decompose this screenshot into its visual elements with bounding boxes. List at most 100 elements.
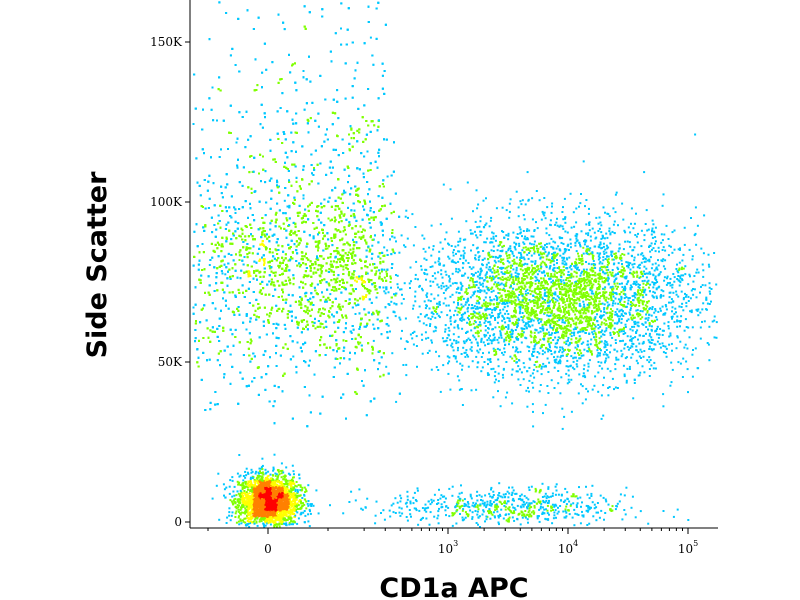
event-dot: [251, 490, 254, 493]
event-dot: [268, 490, 271, 493]
event-dot: [254, 517, 257, 520]
event-dot: [294, 503, 297, 506]
event-dot: [236, 480, 239, 483]
event-dot: [292, 523, 294, 526]
event-dot: [271, 517, 274, 520]
event-dot: [269, 493, 272, 496]
event-dot: [244, 470, 247, 473]
event-dot: [305, 490, 308, 493]
event-dot: [235, 507, 238, 510]
event-dot: [260, 515, 263, 518]
event-dot: [251, 500, 254, 503]
event-dot: [280, 476, 283, 479]
event-dot: [239, 502, 242, 505]
event-dot: [228, 507, 231, 510]
event-dot: [262, 518, 265, 521]
event-dot: [305, 500, 308, 503]
event-dot: [293, 520, 296, 523]
event-dot: [269, 516, 272, 519]
event-dot: [284, 479, 287, 482]
event-dot: [256, 517, 259, 520]
event-dot: [254, 515, 257, 518]
event-dot: [294, 514, 297, 517]
event-dot: [257, 475, 260, 478]
event-dot: [215, 484, 218, 487]
event-dot: [289, 473, 292, 476]
event-dot: [244, 517, 247, 520]
event-dot: [235, 510, 238, 513]
event-dot: [247, 472, 250, 475]
event-dot: [287, 494, 290, 497]
event-dot: [272, 466, 275, 469]
event-dot: [228, 485, 231, 488]
event-dot: [256, 508, 259, 511]
event-dot: [284, 502, 287, 504]
event-dot: [250, 468, 253, 471]
event-dot: [264, 520, 267, 523]
event-dot: [260, 472, 262, 474]
event-dot: [263, 512, 265, 515]
event-dot: [270, 483, 273, 486]
event-dot: [269, 488, 272, 491]
event-dot: [276, 516, 279, 519]
event-dot: [272, 492, 275, 495]
event-dot: [268, 507, 270, 509]
event-dot: [280, 493, 283, 496]
event-dot: [250, 499, 252, 501]
event-dot: [270, 508, 273, 511]
event-dot: [243, 498, 246, 501]
event-dot: [235, 505, 238, 508]
event-dot: [254, 481, 257, 484]
event-dot: [242, 494, 244, 497]
event-dot: [228, 514, 231, 517]
event-dot: [252, 502, 255, 505]
event-dot: [293, 515, 296, 518]
event-dot: [260, 487, 263, 490]
event-dot: [278, 494, 281, 497]
event-dot: [243, 490, 246, 492]
event-dot: [294, 488, 297, 491]
event-dot: [269, 473, 272, 476]
event-dot: [267, 470, 270, 473]
event-dot: [303, 494, 306, 497]
event-dot: [279, 515, 282, 518]
event-dot: [299, 507, 302, 510]
event-dot: [302, 502, 304, 505]
event-dot: [293, 483, 296, 485]
density-dots: [192, 1, 718, 528]
event-dot: [299, 499, 302, 502]
event-dot: [267, 493, 270, 496]
event-dot: [274, 495, 277, 498]
event-dot: [273, 521, 276, 524]
event-dot: [250, 481, 253, 484]
event-dot: [281, 469, 284, 472]
event-dot: [275, 493, 278, 496]
event-dot: [245, 491, 248, 494]
event-dot: [240, 507, 243, 510]
event-dot: [238, 481, 241, 484]
event-dot: [279, 505, 282, 507]
event-dot: [292, 476, 295, 479]
event-dot: [263, 509, 266, 512]
event-dot: [272, 468, 275, 471]
event-dot: [289, 480, 292, 483]
event-dot: [309, 510, 311, 513]
event-dot: [240, 490, 243, 493]
event-dot: [279, 500, 282, 503]
event-dot: [239, 474, 242, 477]
event-dot: [266, 498, 269, 501]
event-dot: [249, 495, 252, 498]
event-dot: [246, 483, 249, 486]
event-dot: [239, 518, 242, 521]
event-dot: [260, 506, 263, 509]
event-dot: [304, 498, 307, 501]
event-dot: [287, 482, 290, 485]
event-dot: [283, 486, 286, 489]
event-dot: [259, 482, 262, 485]
event-dot: [263, 525, 266, 528]
event-dot: [271, 474, 274, 477]
event-dot: [274, 516, 277, 519]
event-dot: [292, 355, 295, 358]
event-dot: [273, 484, 276, 487]
event-dot: [287, 516, 290, 519]
